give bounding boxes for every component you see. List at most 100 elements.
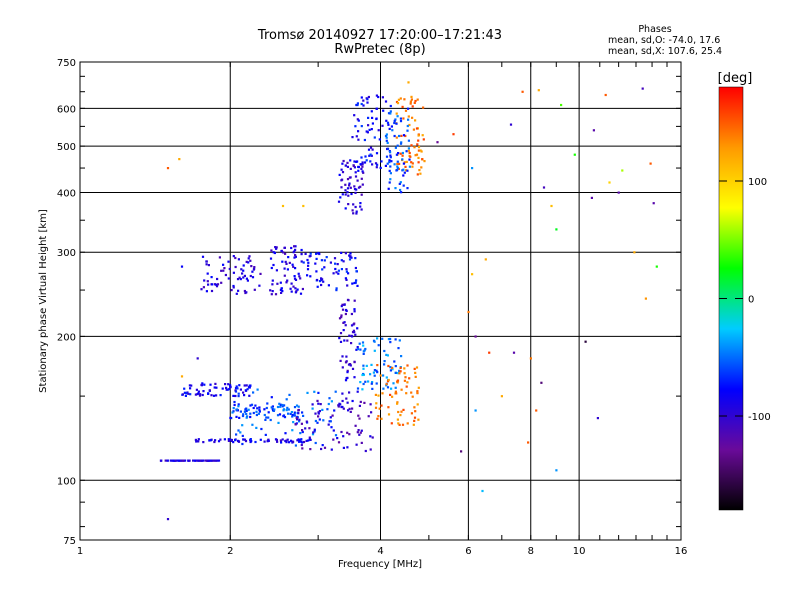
data-point [389,178,392,181]
phase-annotation-o: mean, sd,O: -74.0, 17.6 [608,35,720,46]
data-point [373,136,376,139]
data-point [294,287,297,290]
data-point [590,196,593,199]
data-point [264,433,267,436]
data-point [234,265,237,269]
data-point [339,340,343,343]
data-point [228,388,231,391]
data-point [403,379,406,382]
data-point [416,143,419,146]
data-point [652,202,655,205]
data-point [555,469,558,472]
data-point [277,421,280,424]
data-point [264,418,267,421]
data-point [259,272,262,275]
data-point [362,344,365,347]
data-point [408,377,411,380]
data-point [269,418,272,422]
data-point [297,405,300,408]
data-point [354,175,358,178]
data-point [403,372,406,375]
data-point [320,259,323,262]
data-point [367,116,370,119]
colorbar-tick-label: 0 [748,295,754,306]
data-point [370,382,373,385]
data-point [195,459,198,462]
data-point [394,386,397,389]
data-point [198,394,202,397]
data-point [371,148,374,151]
data-point [208,439,211,442]
data-point [174,459,177,462]
data-point [371,436,374,439]
data-point [211,283,214,286]
data-point [348,182,351,185]
data-point [255,410,258,413]
data-point [281,438,284,441]
data-point [242,391,245,394]
data-point [263,408,266,411]
data-point [351,136,354,139]
data-point [202,286,205,289]
data-point [360,193,363,196]
data-point [401,423,405,426]
data-point [251,276,255,279]
data-point [344,361,348,364]
data-point [335,271,338,274]
data-point [402,117,405,120]
data-point [184,459,187,462]
data-point [421,158,424,161]
data-point [333,409,336,412]
data-point [414,375,417,378]
data-point [285,262,288,265]
data-point [411,162,414,165]
data-point [355,135,358,138]
data-point [235,408,239,411]
data-point [316,421,319,424]
data-point [405,392,408,395]
data-point [288,261,291,264]
data-point [207,392,210,395]
data-point [353,331,356,334]
data-point [396,160,399,163]
data-point [391,395,394,398]
data-point [357,169,360,172]
y-tick-label: 400 [57,188,76,199]
data-point [327,423,330,426]
data-point [204,459,207,462]
data-point [337,405,340,408]
data-point [298,420,301,423]
data-point [649,162,652,165]
data-point [420,150,423,153]
data-point [323,446,327,449]
data-point [364,449,367,453]
data-point [323,266,326,269]
data-point [250,265,253,268]
data-point [252,406,255,410]
data-point [318,280,322,283]
data-point [275,269,278,272]
data-point [321,268,324,271]
data-point [273,408,276,411]
data-point [621,169,624,172]
data-point [393,119,396,122]
data-point [337,200,341,203]
data-point [294,245,297,248]
data-point [596,417,599,420]
data-point [237,429,240,432]
data-point [222,269,225,272]
data-point [284,252,287,255]
data-point [196,357,199,360]
data-point [361,388,364,391]
data-point [344,207,347,210]
y-tick-label: 600 [57,104,76,115]
data-point [281,405,284,408]
data-point [345,355,348,358]
data-point [355,188,358,191]
data-point [414,99,417,103]
data-point [242,438,245,441]
data-point [403,367,406,370]
data-point [405,160,408,163]
data-point [359,400,362,403]
data-point [644,297,647,300]
